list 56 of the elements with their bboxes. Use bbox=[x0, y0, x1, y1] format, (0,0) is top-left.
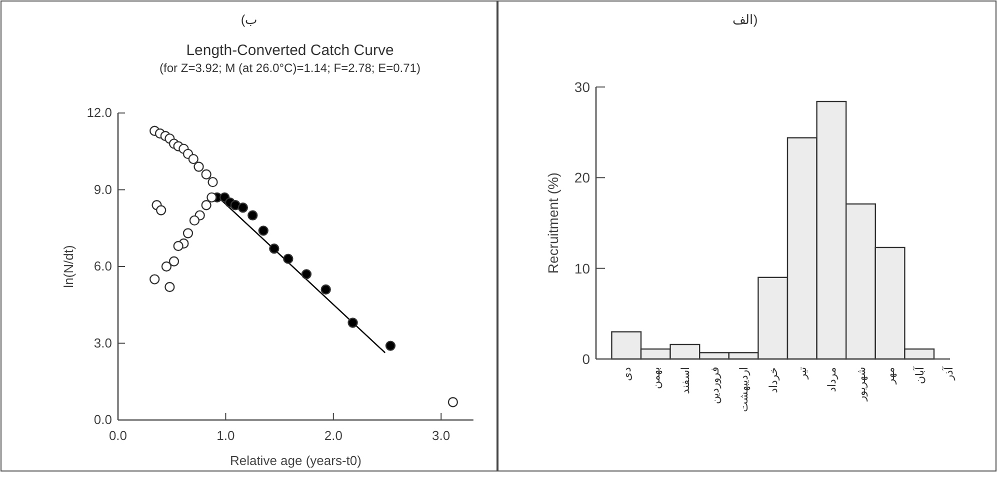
point bbox=[269, 243, 280, 254]
point bbox=[188, 154, 198, 164]
x-tick-label: 2.0 bbox=[324, 428, 342, 443]
x-tick-label: مهر bbox=[885, 367, 898, 385]
y-tick-label: 3.0 bbox=[94, 335, 112, 350]
text: الف) bbox=[732, 12, 758, 27]
y-tick-label: 0.0 bbox=[94, 412, 112, 427]
x-tick-label: شهریور bbox=[856, 367, 868, 402]
point bbox=[301, 269, 312, 280]
x-tick-label: 0.0 bbox=[108, 428, 128, 443]
y-tick-label: 9.0 bbox=[94, 182, 112, 197]
x-tick-label: دی bbox=[621, 367, 634, 381]
point bbox=[201, 200, 212, 210]
y-tick-label: 30 bbox=[574, 79, 590, 95]
point bbox=[156, 205, 166, 216]
point bbox=[206, 192, 217, 203]
point bbox=[168, 256, 180, 266]
y-axis-title: ln(N/dt) bbox=[61, 245, 76, 288]
point bbox=[194, 162, 204, 172]
point bbox=[208, 176, 218, 188]
y-tick-label: 6.0 bbox=[94, 258, 112, 274]
point bbox=[164, 282, 175, 292]
y-axis-title: Recruitment (%) bbox=[545, 172, 561, 274]
point bbox=[320, 284, 331, 295]
point bbox=[173, 240, 184, 252]
x-axis-title: Relative age (years-t0) bbox=[230, 453, 362, 468]
x-tick-label: بهمن bbox=[650, 367, 663, 389]
y-tick-label: 0 bbox=[582, 351, 590, 367]
x-tick-label: آبان bbox=[913, 366, 926, 384]
x-tick-label: اسفند bbox=[680, 367, 692, 394]
x-tick-label: مرداد bbox=[826, 367, 838, 392]
point bbox=[189, 215, 200, 226]
point bbox=[248, 210, 258, 220]
x-tick-label: 3.0 bbox=[432, 428, 450, 443]
chart-subtitle: (for Z=3.92; M (at 26.0°C)=1.14; F=2.78; E=0.71) bbox=[160, 61, 420, 75]
x-tick-label: فروردین bbox=[709, 367, 722, 404]
point bbox=[238, 202, 248, 213]
x-tick-label: 1.0 bbox=[216, 428, 235, 443]
point bbox=[348, 318, 358, 328]
point bbox=[161, 261, 172, 272]
point bbox=[448, 396, 458, 408]
x-tick-label: اردیبهشت bbox=[738, 367, 751, 412]
y-tick-label: 20 bbox=[574, 170, 590, 186]
point bbox=[385, 340, 396, 351]
x-tick-label: آذر bbox=[942, 366, 956, 381]
chart-title: Length-Converted Catch Curve bbox=[186, 42, 394, 59]
x-tick-label: تیر bbox=[797, 367, 810, 380]
text: ب) bbox=[240, 12, 258, 27]
x-tick-label: خرداد bbox=[768, 367, 780, 393]
y-tick-label: 10 bbox=[574, 260, 590, 276]
y-tick-label: 12.0 bbox=[86, 105, 112, 120]
point bbox=[283, 254, 294, 264]
point bbox=[258, 226, 268, 236]
point bbox=[150, 274, 160, 284]
point bbox=[182, 228, 194, 238]
point bbox=[201, 169, 212, 180]
